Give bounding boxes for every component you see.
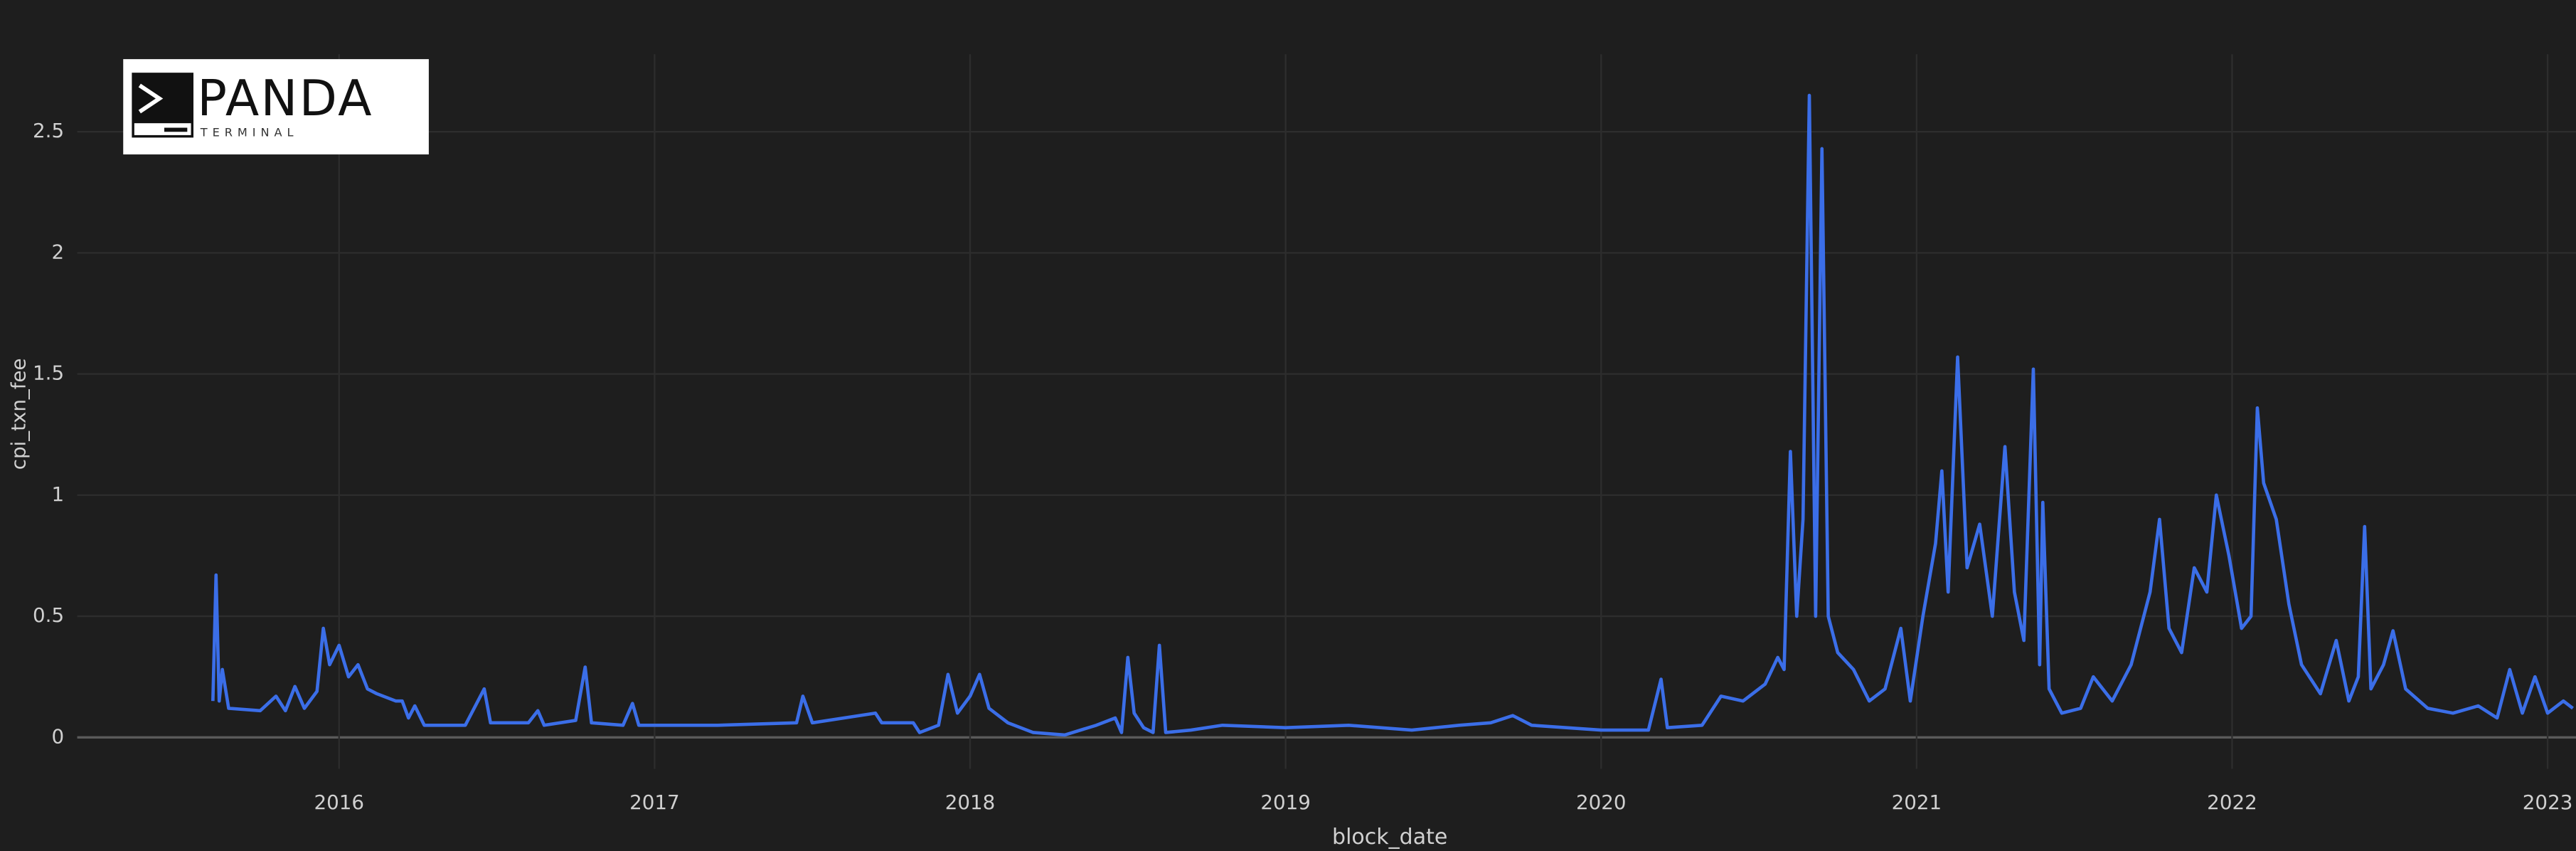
y-tick-label: 2.5 xyxy=(33,119,64,142)
y-tick-label: 1.5 xyxy=(33,361,64,385)
logo-sub: TERMINAL xyxy=(200,126,299,139)
x-tick-label: 2016 xyxy=(314,791,365,814)
x-axis-label: block_date xyxy=(1332,825,1447,850)
y-tick-label: 0 xyxy=(51,724,64,748)
data xyxy=(211,93,2574,737)
x-tick-label: 2021 xyxy=(1892,791,1942,814)
y-axis-label: cpi_txn_fee xyxy=(7,358,31,470)
grid xyxy=(77,54,2576,769)
y-tick-label: 0.5 xyxy=(33,603,64,627)
x-tick-label: 2017 xyxy=(629,791,680,814)
y-tick-label: 1 xyxy=(51,482,64,506)
x-tick-label: 2020 xyxy=(1576,791,1627,814)
logo: PANDA TERMINAL xyxy=(123,59,429,155)
x-tick-label: 2018 xyxy=(945,791,996,814)
x-tick-label: 2019 xyxy=(1260,791,1311,814)
logo-name: PANDA xyxy=(197,70,373,127)
y-tick-label: 2 xyxy=(51,240,64,263)
series-line xyxy=(211,93,2574,737)
x-tick-label: 2022 xyxy=(2207,791,2257,814)
x-tick-label: 2023 xyxy=(2523,791,2573,814)
logo-prompt xyxy=(138,83,164,114)
